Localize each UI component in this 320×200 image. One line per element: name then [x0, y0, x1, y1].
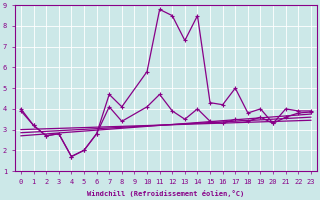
X-axis label: Windchill (Refroidissement éolien,°C): Windchill (Refroidissement éolien,°C) [87, 190, 244, 197]
